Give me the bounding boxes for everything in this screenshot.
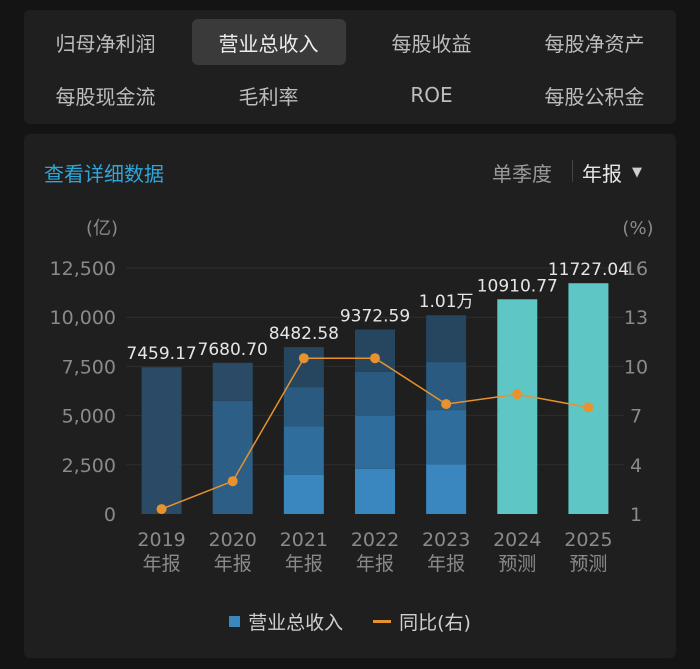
legend-line-swatch [373,620,392,623]
yoy-point [156,504,167,515]
tab-5[interactable]: 毛利率 [238,84,299,109]
tab-2[interactable]: 每股收益 [391,31,472,56]
right-tick-label: 16 [624,258,648,280]
single-quarter-toggle[interactable]: 单季度 [492,162,552,186]
x-tick-tag: 预测 [498,553,536,575]
legend-item-yoy[interactable]: 同比(右) [373,608,471,635]
x-tick-tag: 年报 [356,553,394,575]
bar-segment [283,387,324,427]
yoy-point [298,353,309,364]
period-divider [572,160,573,182]
bar-segment [426,315,467,363]
bar-segment [355,468,395,514]
left-tick-label: 5,000 [62,406,116,428]
bar-segment [283,474,324,514]
bar-segment [426,464,467,514]
bar-value-label: 10910.77 [477,276,558,296]
tab-6[interactable]: ROE [410,83,453,107]
tab-7[interactable]: 每股公积金 [544,84,645,109]
bar-segment [355,371,395,416]
bar-segment [212,362,253,401]
tab-0[interactable]: 归母净利润 [55,31,156,56]
x-tick-year: 2024 [493,529,541,551]
x-tick-year: 2021 [280,529,328,551]
bar-segment [426,410,467,465]
legend-bar-swatch [229,616,241,627]
chart-card: 查看详细数据 单季度 年报 ▼ (亿) (%) 0 2,500 5,000 7,500… [24,134,676,658]
right-axis-unit: (%) [622,218,653,239]
bar-value-label: 7680.70 [198,340,268,360]
left-tick-label: 0 [104,504,116,526]
bar-segment [355,415,395,469]
x-tick-tag: 年报 [143,553,181,575]
bar-segment [355,329,395,372]
x-tick-year: 2020 [209,529,257,551]
x-tick-tag: 年报 [427,553,465,575]
tab-3[interactable]: 每股净资产 [544,31,645,56]
bar-value-label: 1.01万 [419,292,474,312]
yoy-point [583,402,594,413]
bar-segment [283,426,324,475]
x-tick-tag: 年报 [214,553,252,575]
legend-item-revenue[interactable]: 营业总收入 [229,608,343,635]
chart-legend: 营业总收入 同比(右) [24,608,676,635]
left-tick-label: 12,500 [50,258,116,280]
left-tick-label: 7,500 [62,356,116,378]
yoy-point [441,399,452,410]
bar-value-label: 7459.17 [126,344,196,364]
right-tick-label: 1 [630,504,642,526]
x-tick-year: 2023 [422,529,470,551]
right-tick-label: 7 [630,406,642,428]
x-tick-tag: 年报 [285,553,323,575]
x-tick-year: 2025 [564,529,612,551]
annual-report-label: 年报 [582,162,622,186]
yoy-point [227,476,238,487]
bar-value-label: 8482.58 [269,324,339,344]
yoy-point [512,389,523,400]
bar-value-label: 11727.04 [548,260,629,280]
x-tick-year: 2019 [137,529,185,551]
right-tick-label: 10 [624,356,648,378]
bar-segment [141,367,182,514]
left-tick-label: 10,000 [50,307,116,329]
bar-forecast [568,283,609,514]
tab-1[interactable]: 营业总收入 [191,19,346,65]
right-tick-label: 4 [630,455,642,477]
right-tick-label: 13 [624,307,648,329]
annual-report-dropdown[interactable]: 年报 ▼ [582,158,642,187]
bar-forecast [497,299,538,514]
left-tick-label: 2,500 [62,455,116,477]
legend-label-revenue: 营业总收入 [248,612,344,634]
x-tick-tag: 预测 [569,553,607,575]
caret-down-icon: ▼ [632,165,642,180]
indicator-tabs: 归母净利润 营业总收入 每股收益 每股净资产每股现金流 毛利率 ROE 每股公积金 [24,10,676,124]
legend-label-yoy: 同比(右) [399,612,471,634]
bar-value-label: 9372.59 [340,307,410,327]
view-detail-data-link[interactable]: 查看详细数据 [44,162,164,186]
left-axis-unit: (亿) [86,218,118,239]
yoy-point [370,353,380,364]
revenue-chart: (亿) (%) 0 2,500 5,000 7,500 10,000 12,500 1 4 7 1… [50,218,654,575]
x-tick-year: 2022 [351,529,399,551]
tab-4[interactable]: 每股现金流 [55,84,156,109]
